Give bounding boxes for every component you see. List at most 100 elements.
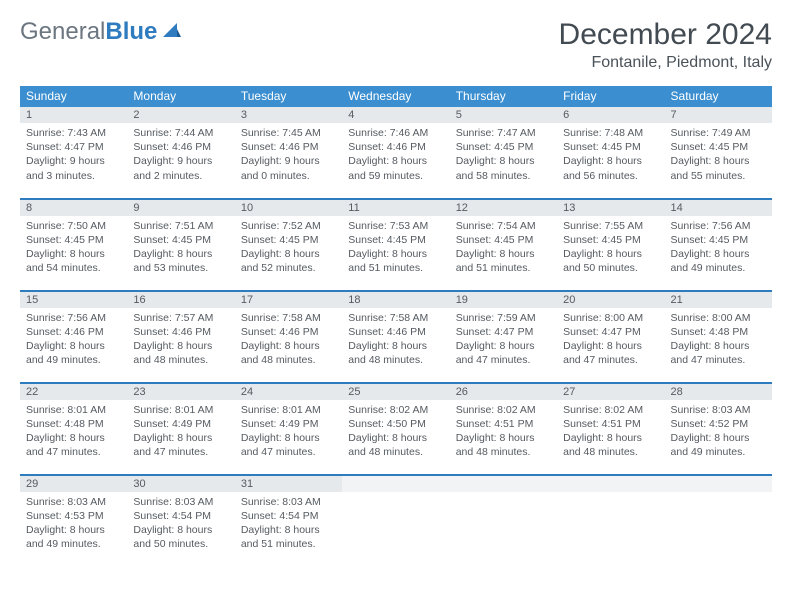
day-number: 29	[20, 476, 127, 492]
day-body: Sunrise: 8:02 AMSunset: 4:50 PMDaylight:…	[342, 400, 449, 466]
day-number: 22	[20, 384, 127, 400]
sunrise-text: Sunrise: 7:55 AM	[563, 219, 658, 233]
day-number: 7	[665, 107, 772, 123]
sunrise-text: Sunrise: 7:56 AM	[26, 311, 121, 325]
calendar-day-cell: 12Sunrise: 7:54 AMSunset: 4:45 PMDayligh…	[450, 199, 557, 291]
day-body: Sunrise: 8:03 AMSunset: 4:52 PMDaylight:…	[665, 400, 772, 466]
calendar-day-cell: 2Sunrise: 7:44 AMSunset: 4:46 PMDaylight…	[127, 107, 234, 199]
day-body: Sunrise: 7:46 AMSunset: 4:46 PMDaylight:…	[342, 123, 449, 189]
calendar-day-cell: 25Sunrise: 8:02 AMSunset: 4:50 PMDayligh…	[342, 383, 449, 475]
sunrise-text: Sunrise: 7:58 AM	[348, 311, 443, 325]
day-body: Sunrise: 8:03 AMSunset: 4:54 PMDaylight:…	[235, 492, 342, 558]
calendar-day-cell: 5Sunrise: 7:47 AMSunset: 4:45 PMDaylight…	[450, 107, 557, 199]
calendar-day-cell: 6Sunrise: 7:48 AMSunset: 4:45 PMDaylight…	[557, 107, 664, 199]
sunrise-text: Sunrise: 7:50 AM	[26, 219, 121, 233]
sunset-text: Sunset: 4:46 PM	[133, 325, 228, 339]
sunset-text: Sunset: 4:45 PM	[671, 140, 766, 154]
sunrise-text: Sunrise: 8:03 AM	[26, 495, 121, 509]
calendar-day-cell: 29Sunrise: 8:03 AMSunset: 4:53 PMDayligh…	[20, 475, 127, 567]
sunset-text: Sunset: 4:51 PM	[456, 417, 551, 431]
day-number: 2	[127, 107, 234, 123]
day-number: 21	[665, 292, 772, 308]
logo: GeneralBlue	[20, 18, 183, 46]
day-number-empty	[342, 476, 449, 492]
sunset-text: Sunset: 4:54 PM	[133, 509, 228, 523]
day-body: Sunrise: 8:03 AMSunset: 4:54 PMDaylight:…	[127, 492, 234, 558]
daylight-text: Daylight: 8 hours and 48 minutes.	[348, 339, 443, 367]
day-body: Sunrise: 8:00 AMSunset: 4:48 PMDaylight:…	[665, 308, 772, 374]
daylight-text: Daylight: 9 hours and 2 minutes.	[133, 154, 228, 182]
sunrise-text: Sunrise: 7:51 AM	[133, 219, 228, 233]
calendar-day-cell	[342, 475, 449, 567]
day-number: 1	[20, 107, 127, 123]
day-number: 5	[450, 107, 557, 123]
weekday-header: Monday	[127, 86, 234, 107]
sunrise-text: Sunrise: 7:49 AM	[671, 126, 766, 140]
day-body: Sunrise: 7:58 AMSunset: 4:46 PMDaylight:…	[342, 308, 449, 374]
calendar-week-row: 15Sunrise: 7:56 AMSunset: 4:46 PMDayligh…	[20, 291, 772, 383]
daylight-text: Daylight: 8 hours and 47 minutes.	[241, 431, 336, 459]
sunrise-text: Sunrise: 7:54 AM	[456, 219, 551, 233]
day-number: 25	[342, 384, 449, 400]
daylight-text: Daylight: 8 hours and 56 minutes.	[563, 154, 658, 182]
day-number: 12	[450, 200, 557, 216]
calendar-week-row: 1Sunrise: 7:43 AMSunset: 4:47 PMDaylight…	[20, 107, 772, 199]
daylight-text: Daylight: 8 hours and 48 minutes.	[563, 431, 658, 459]
day-body: Sunrise: 7:56 AMSunset: 4:46 PMDaylight:…	[20, 308, 127, 374]
sunrise-text: Sunrise: 8:01 AM	[133, 403, 228, 417]
daylight-text: Daylight: 8 hours and 48 minutes.	[133, 339, 228, 367]
calendar-day-cell: 19Sunrise: 7:59 AMSunset: 4:47 PMDayligh…	[450, 291, 557, 383]
sunset-text: Sunset: 4:47 PM	[26, 140, 121, 154]
calendar-day-cell: 28Sunrise: 8:03 AMSunset: 4:52 PMDayligh…	[665, 383, 772, 475]
daylight-text: Daylight: 8 hours and 53 minutes.	[133, 247, 228, 275]
sail-icon	[161, 19, 183, 46]
day-body: Sunrise: 7:56 AMSunset: 4:45 PMDaylight:…	[665, 216, 772, 282]
sunrise-text: Sunrise: 7:43 AM	[26, 126, 121, 140]
day-number: 4	[342, 107, 449, 123]
day-number: 3	[235, 107, 342, 123]
day-body-empty	[557, 492, 664, 552]
sunset-text: Sunset: 4:46 PM	[348, 140, 443, 154]
calendar-day-cell: 23Sunrise: 8:01 AMSunset: 4:49 PMDayligh…	[127, 383, 234, 475]
daylight-text: Daylight: 8 hours and 59 minutes.	[348, 154, 443, 182]
calendar-day-cell: 14Sunrise: 7:56 AMSunset: 4:45 PMDayligh…	[665, 199, 772, 291]
day-body-empty	[450, 492, 557, 552]
day-body: Sunrise: 7:57 AMSunset: 4:46 PMDaylight:…	[127, 308, 234, 374]
calendar-day-cell: 3Sunrise: 7:45 AMSunset: 4:46 PMDaylight…	[235, 107, 342, 199]
weekday-header: Saturday	[665, 86, 772, 107]
day-number: 30	[127, 476, 234, 492]
daylight-text: Daylight: 8 hours and 48 minutes.	[241, 339, 336, 367]
calendar-day-cell: 20Sunrise: 8:00 AMSunset: 4:47 PMDayligh…	[557, 291, 664, 383]
day-body: Sunrise: 8:02 AMSunset: 4:51 PMDaylight:…	[557, 400, 664, 466]
day-body: Sunrise: 8:01 AMSunset: 4:49 PMDaylight:…	[127, 400, 234, 466]
daylight-text: Daylight: 9 hours and 3 minutes.	[26, 154, 121, 182]
daylight-text: Daylight: 8 hours and 47 minutes.	[133, 431, 228, 459]
sunset-text: Sunset: 4:54 PM	[241, 509, 336, 523]
day-number: 26	[450, 384, 557, 400]
sunrise-text: Sunrise: 8:03 AM	[133, 495, 228, 509]
sunrise-text: Sunrise: 7:44 AM	[133, 126, 228, 140]
sunset-text: Sunset: 4:46 PM	[26, 325, 121, 339]
calendar-day-cell: 16Sunrise: 7:57 AMSunset: 4:46 PMDayligh…	[127, 291, 234, 383]
day-body: Sunrise: 7:50 AMSunset: 4:45 PMDaylight:…	[20, 216, 127, 282]
sunrise-text: Sunrise: 8:03 AM	[671, 403, 766, 417]
day-body: Sunrise: 8:00 AMSunset: 4:47 PMDaylight:…	[557, 308, 664, 374]
day-body: Sunrise: 8:01 AMSunset: 4:49 PMDaylight:…	[235, 400, 342, 466]
daylight-text: Daylight: 8 hours and 51 minutes.	[456, 247, 551, 275]
day-number: 27	[557, 384, 664, 400]
day-body: Sunrise: 7:58 AMSunset: 4:46 PMDaylight:…	[235, 308, 342, 374]
calendar-day-cell: 27Sunrise: 8:02 AMSunset: 4:51 PMDayligh…	[557, 383, 664, 475]
sunrise-text: Sunrise: 8:01 AM	[26, 403, 121, 417]
daylight-text: Daylight: 8 hours and 47 minutes.	[563, 339, 658, 367]
day-body: Sunrise: 7:54 AMSunset: 4:45 PMDaylight:…	[450, 216, 557, 282]
day-body-empty	[342, 492, 449, 552]
day-body: Sunrise: 7:44 AMSunset: 4:46 PMDaylight:…	[127, 123, 234, 189]
calendar-day-cell: 8Sunrise: 7:50 AMSunset: 4:45 PMDaylight…	[20, 199, 127, 291]
sunset-text: Sunset: 4:49 PM	[133, 417, 228, 431]
calendar-day-cell: 31Sunrise: 8:03 AMSunset: 4:54 PMDayligh…	[235, 475, 342, 567]
day-number: 15	[20, 292, 127, 308]
sunset-text: Sunset: 4:45 PM	[563, 233, 658, 247]
sunrise-text: Sunrise: 8:03 AM	[241, 495, 336, 509]
day-number: 24	[235, 384, 342, 400]
sunrise-text: Sunrise: 7:46 AM	[348, 126, 443, 140]
